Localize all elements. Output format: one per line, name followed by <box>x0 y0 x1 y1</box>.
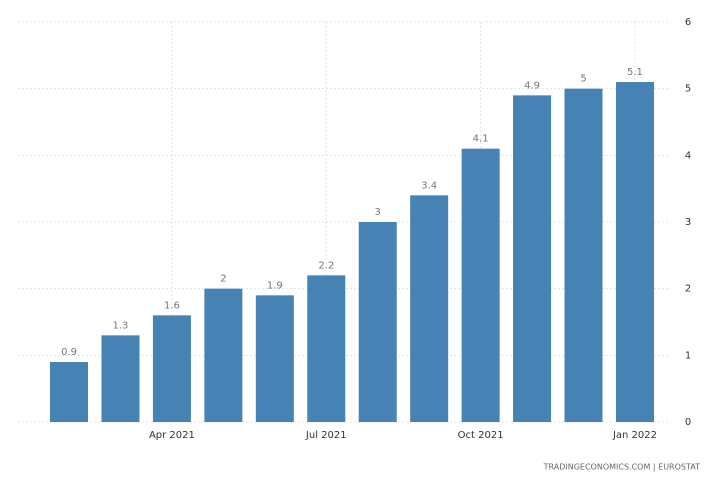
value-label: 1.9 <box>267 280 283 291</box>
value-label: 2 <box>220 274 226 285</box>
y-tick-label: 2 <box>685 284 691 295</box>
value-label: 4.9 <box>524 80 540 91</box>
y-tick-label: 6 <box>685 17 691 28</box>
bar <box>101 335 140 422</box>
y-tick-label: 0 <box>685 417 691 428</box>
value-label: 1.6 <box>164 300 180 311</box>
x-tick-label: Jan 2022 <box>612 430 657 441</box>
y-tick-label: 5 <box>685 84 691 95</box>
value-label: 4.1 <box>473 134 489 145</box>
value-label: 3.4 <box>421 180 437 191</box>
x-tick-label: Apr 2021 <box>149 430 195 441</box>
bar <box>410 195 449 422</box>
value-label: 5.1 <box>627 67 643 78</box>
value-label: 3 <box>375 207 381 218</box>
bar <box>204 288 243 422</box>
value-label: 5 <box>580 74 586 85</box>
source: TRADINGECONOMICS.COM | EUROSTAT <box>543 463 701 472</box>
bar <box>513 95 552 422</box>
value-label: 2.2 <box>318 260 334 271</box>
value-label: 1.3 <box>113 320 129 331</box>
y-tick-label: 4 <box>685 150 691 161</box>
bar <box>564 88 603 423</box>
x-tick-label: Jul 2021 <box>305 430 347 441</box>
value-label: 0.9 <box>61 347 77 358</box>
bar <box>615 82 654 422</box>
bar <box>307 275 346 422</box>
bar <box>50 362 89 422</box>
bar <box>152 315 191 422</box>
bar <box>358 222 397 422</box>
bar <box>461 148 500 422</box>
y-tick-label: 1 <box>685 350 691 361</box>
y-tick-label: 3 <box>685 217 691 228</box>
bar <box>255 295 294 422</box>
x-tick-label: Oct 2021 <box>458 430 504 441</box>
